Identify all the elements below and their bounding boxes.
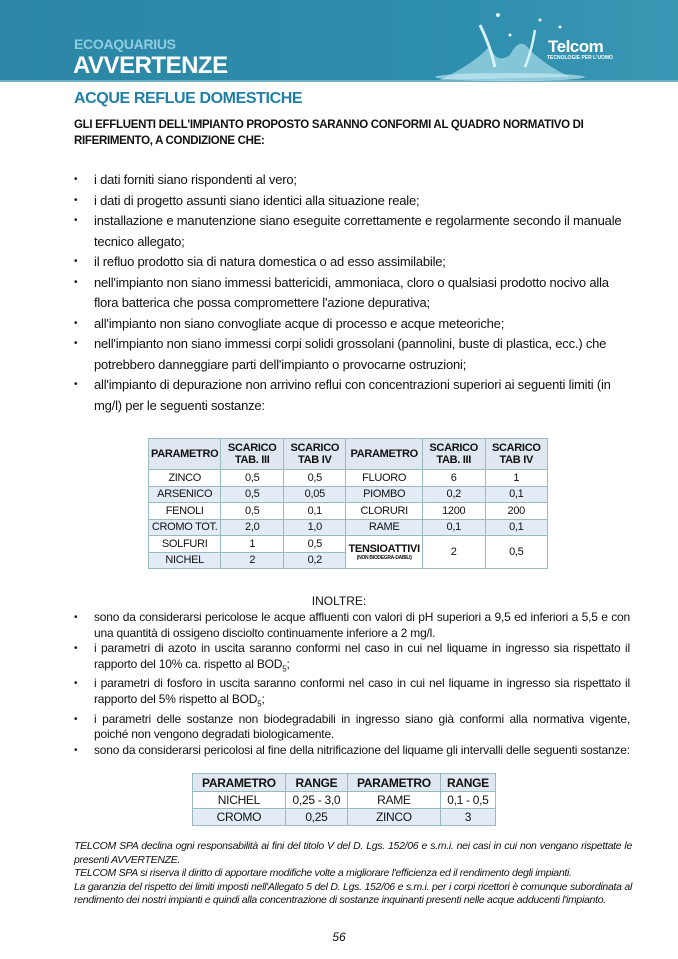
table-cell: 0,1 [283, 502, 347, 520]
conditions-list: i dati forniti siano rispondenti al vero… [74, 170, 630, 416]
table-cell: 2,0 [220, 518, 285, 536]
disclaimer: TELCOM SPA declina ogni responsabilità a… [74, 840, 632, 908]
table-cell: 0,5 [484, 535, 549, 569]
table-cell: 0,5 [220, 469, 285, 487]
table-cell: 0,1 [484, 485, 549, 503]
table-cell: 200 [484, 502, 549, 520]
list-item: sono da considerarsi pericolosi al fine … [74, 743, 630, 759]
column-header: PARAMETRO [345, 438, 423, 470]
water-splash-image [435, 13, 585, 81]
logo-tagline: TECNOLOGIE PER L'UOMO [547, 55, 613, 61]
table-cell: CLORURI [345, 502, 423, 520]
column-header: SCARICO TAB IV [484, 438, 549, 470]
column-header: SCARICO TAB. III [220, 438, 285, 470]
list-item: i parametri delle sostanze non biodegrad… [74, 712, 630, 743]
page-title: AVVERTENZE [73, 52, 228, 79]
list-item: all'impianto di depurazione non arrivino… [74, 375, 630, 416]
table-cell: 1,0 [283, 518, 347, 536]
notes-list: sono da considerarsi pericolose le acque… [74, 610, 630, 758]
list-item: installazione e manutenzione siano esegu… [74, 211, 630, 252]
table-cell: PIOMBO [345, 485, 423, 503]
tensioattivi-note: (NON BIODEGRA-DABILI) [356, 555, 412, 561]
table-cell: 1200 [421, 502, 486, 520]
table-cell: 1 [484, 469, 549, 487]
brand-name: ECOAQUARIUS [74, 36, 176, 52]
table-cell: 0,2 [421, 485, 486, 503]
page-number: 56 [332, 930, 346, 944]
table-cell: 0,5 [283, 535, 347, 553]
table-cell: ZINCO [147, 469, 222, 487]
list-item: i parametri di fosforo in uscita saranno… [74, 676, 630, 711]
table-cell: 0,5 [220, 502, 285, 520]
list-item: i dati forniti siano rispondenti al vero… [74, 170, 630, 191]
table-cell: 1 [220, 535, 285, 553]
table-row: FENOLI 0,5 0,1 CLORURI 1200 200 [147, 502, 549, 520]
table-row: CROMO TOT. 2,0 1,0 RAME 0,1 0,1 [147, 518, 549, 536]
disclaimer-line: La garanzia del rispetto dei limiti impo… [74, 880, 632, 907]
table-cell: 0,1 [484, 518, 549, 536]
list-item: sono da considerarsi pericolose le acque… [74, 610, 630, 641]
disclaimer-line: TELCOM SPA si riserva il diritto di appo… [74, 867, 572, 879]
table-cell: 6 [421, 469, 486, 487]
list-item: nell'impianto non siano immessi corpi so… [74, 334, 630, 375]
limits-table: PARAMETRO SCARICO TAB. III SCARICO TAB I… [147, 438, 549, 569]
table-cell: CROMO TOT. [147, 518, 222, 536]
list-item: nell'impianto non siano immessi batteric… [74, 273, 630, 314]
table-cell: 2 [220, 551, 285, 569]
section-title: ACQUE REFLUE DOMESTICHE [74, 90, 303, 107]
table-cell: FENOLI [147, 502, 222, 520]
table-row: CROMO 0,25 ZINCO 3 [192, 808, 497, 826]
disclaimer-line: TELCOM SPA declina ogni responsabilità a… [74, 840, 632, 866]
table-cell: 0,05 [283, 485, 347, 503]
list-item: il refluo prodotto sia di natura domesti… [74, 252, 630, 273]
table-row: SOLFURI 1 0,5 TENSIOATTIVI (NON BIODEGRA-DAB… [147, 535, 549, 569]
table-cell: 0,5 [283, 469, 347, 487]
table-cell: RAME [345, 518, 423, 536]
table-row: NICHEL 2 0,2 [147, 551, 548, 569]
telcom-logo: Telcom [548, 37, 604, 56]
table-cell: NICHEL [147, 551, 222, 569]
table-cell: RAME [346, 791, 441, 809]
table-cell: 0,25 - 3,0 [284, 791, 348, 809]
column-header: RANGE [284, 773, 348, 792]
table-cell: 0,1 - 0,5 [439, 791, 497, 809]
table-cell: NICHEL [192, 791, 286, 809]
table-cell: TENSIOATTIVI (NON BIODEGRA-DABILI) [345, 535, 423, 569]
table-row: ZINCO 0,5 0,5 FLUORO 6 1 [147, 469, 549, 487]
table-cell: FLUORO [345, 469, 423, 487]
table-row: NICHEL 0,25 - 3,0 RAME 0,1 - 0,5 [192, 791, 497, 809]
list-item: i dati di progetto assunti siano identic… [74, 191, 630, 212]
table-cell: 0,5 [220, 485, 285, 503]
column-header: SCARICO TAB IV [283, 438, 347, 470]
column-header: PARAMETRO [346, 773, 441, 792]
table-cell: 2 [421, 535, 486, 569]
list-item: i parametri di azoto in uscita saranno c… [74, 641, 630, 676]
column-header: SCARICO TAB. III [421, 438, 486, 470]
table-row: ARSENICO 0,5 0,05 PIOMBO 0,2 0,1 [147, 485, 549, 503]
column-header: PARAMETRO [192, 773, 286, 792]
table-cell: 0,25 [284, 808, 348, 826]
column-header: PARAMETRO [147, 438, 222, 470]
table-cell: SOLFURI [147, 535, 222, 553]
intro-text: GLI EFFLUENTI DELL'IMPIANTO PROPOSTO SAR… [74, 119, 584, 147]
list-item: all'impianto non siano convogliate acque… [74, 314, 630, 335]
table-cell: ZINCO [346, 808, 441, 826]
table-cell: 0,2 [283, 551, 347, 569]
table-cell: CROMO [192, 808, 286, 826]
table-cell: 0,1 [421, 518, 486, 536]
column-header: RANGE [439, 773, 497, 792]
range-table: PARAMETRO RANGE PARAMETRO RANGE NICHEL 0,… [192, 773, 497, 826]
table-cell: 3 [439, 808, 497, 826]
header-band: ECOAQUARIUS AVVERTENZE Telcom TECNOLOGIE… [0, 0, 678, 82]
table-cell: ARSENICO [147, 485, 222, 503]
inoltre-heading: INOLTRE: [311, 594, 367, 608]
